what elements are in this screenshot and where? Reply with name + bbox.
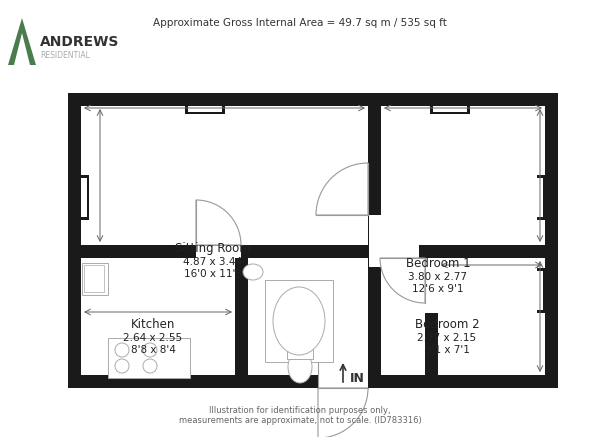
Ellipse shape <box>243 264 263 280</box>
Wedge shape <box>318 388 368 437</box>
Wedge shape <box>380 258 425 303</box>
Text: measurements are approximate, not to scale. (ID783316): measurements are approximate, not to sca… <box>179 416 421 425</box>
Text: 3.80 x 2.77: 3.80 x 2.77 <box>409 272 467 282</box>
Text: Bedroom 2: Bedroom 2 <box>415 318 479 331</box>
Bar <box>425 258 438 313</box>
Bar <box>68 93 558 388</box>
Text: 9'1 x 7'1: 9'1 x 7'1 <box>425 346 469 355</box>
Text: ANDREWS: ANDREWS <box>40 35 119 49</box>
Bar <box>368 93 381 388</box>
Ellipse shape <box>273 287 325 355</box>
Text: Approximate Gross Internal Area = 49.7 sq m / 535 sq ft: Approximate Gross Internal Area = 49.7 s… <box>153 18 447 28</box>
Bar <box>425 245 438 375</box>
Text: Kitchen: Kitchen <box>131 318 175 331</box>
Bar <box>81 106 545 375</box>
Bar <box>381 245 419 258</box>
Text: 8'8 x 8'4: 8'8 x 8'4 <box>131 346 175 355</box>
Text: IN: IN <box>350 372 365 385</box>
Bar <box>537 271 543 310</box>
Bar <box>318 375 368 388</box>
Text: Sitting Room: Sitting Room <box>175 242 251 254</box>
Text: 2.64 x 2.55: 2.64 x 2.55 <box>124 333 182 343</box>
Polygon shape <box>8 18 36 65</box>
Bar <box>235 245 248 375</box>
Circle shape <box>115 343 129 357</box>
Bar <box>265 280 333 362</box>
Bar <box>84 265 104 292</box>
Text: Illustration for identification purposes only,: Illustration for identification purposes… <box>209 406 391 415</box>
Text: 12'6 x 9'1: 12'6 x 9'1 <box>412 284 464 294</box>
Text: 4.87 x 3.44: 4.87 x 3.44 <box>184 257 242 267</box>
Bar <box>68 175 89 220</box>
Text: Bedroom 1: Bedroom 1 <box>406 257 470 270</box>
Bar <box>381 245 545 258</box>
Polygon shape <box>14 33 30 65</box>
Bar <box>188 106 222 112</box>
Circle shape <box>143 359 157 373</box>
Bar <box>369 215 381 267</box>
Bar <box>81 245 368 258</box>
Circle shape <box>143 343 157 357</box>
Bar <box>287 348 313 359</box>
Bar <box>537 268 558 313</box>
Bar <box>537 178 543 217</box>
Wedge shape <box>196 200 241 245</box>
Bar <box>430 93 470 114</box>
Bar <box>82 263 108 295</box>
Bar <box>196 245 241 258</box>
Bar <box>108 338 190 378</box>
Text: 16'0 x 11'3: 16'0 x 11'3 <box>184 269 242 279</box>
Bar <box>185 93 225 114</box>
Ellipse shape <box>288 351 312 383</box>
Bar <box>537 175 558 220</box>
Wedge shape <box>316 163 368 215</box>
Bar <box>433 106 467 112</box>
Circle shape <box>115 359 129 373</box>
Text: RESIDENTIAL: RESIDENTIAL <box>40 52 90 60</box>
Bar <box>68 245 101 258</box>
Text: 2.77 x 2.15: 2.77 x 2.15 <box>418 333 476 343</box>
Bar <box>81 178 87 217</box>
